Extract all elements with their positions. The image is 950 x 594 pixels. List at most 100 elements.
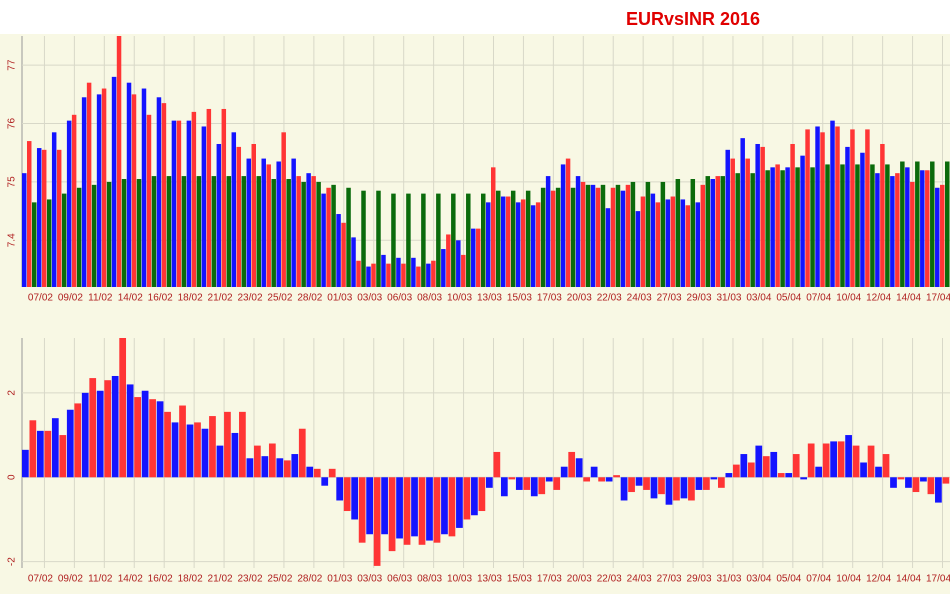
bar — [96, 390, 104, 478]
x-tick-label: 23/02 — [237, 293, 262, 304]
bar — [870, 164, 875, 287]
bar — [358, 477, 366, 543]
x-tick-label: 03/03 — [357, 574, 382, 585]
x-tick-label: 27/03 — [657, 574, 682, 585]
bar — [236, 146, 242, 287]
bar — [291, 158, 296, 287]
bar — [565, 158, 571, 287]
bar — [785, 473, 793, 478]
bar — [321, 193, 326, 287]
bar — [735, 173, 740, 287]
bar — [224, 411, 231, 478]
bar — [730, 158, 735, 287]
bar — [373, 477, 381, 566]
bar — [356, 260, 361, 287]
x-tick-label: 22/03 — [597, 574, 622, 585]
x-tick-label: 08/03 — [417, 293, 442, 304]
bar — [104, 380, 112, 478]
bar — [927, 477, 935, 495]
bar — [166, 176, 172, 287]
bar — [555, 187, 561, 287]
bar — [366, 477, 373, 535]
y-tick-label: -2 — [7, 557, 18, 566]
bar — [540, 187, 546, 287]
bar — [685, 205, 691, 287]
bar — [770, 167, 775, 287]
bar — [239, 411, 246, 478]
bar — [141, 390, 149, 478]
bar — [268, 443, 276, 478]
bar — [456, 240, 461, 287]
bar — [635, 211, 641, 287]
bar — [241, 176, 247, 287]
bar — [530, 205, 536, 287]
x-tick-label: 09/02 — [58, 293, 83, 304]
bar — [416, 266, 421, 287]
bar — [635, 477, 643, 486]
x-tick-label: 11/02 — [88, 574, 113, 585]
bar — [762, 456, 770, 478]
x-tick-label: 31/03 — [716, 293, 741, 304]
bar — [852, 445, 860, 478]
bar — [905, 167, 910, 287]
bar — [396, 257, 401, 287]
bar — [301, 181, 306, 287]
bar — [463, 477, 471, 520]
bar — [658, 477, 665, 495]
bar — [461, 254, 466, 287]
bar — [179, 405, 186, 478]
bar — [476, 228, 481, 287]
bar — [890, 477, 897, 488]
bar — [216, 445, 224, 478]
bar — [486, 477, 493, 488]
x-tick-label: 22/03 — [597, 293, 622, 304]
x-tick-label: 28/02 — [297, 293, 322, 304]
bar — [151, 176, 157, 287]
bar — [376, 190, 381, 287]
bar — [89, 378, 97, 478]
bar — [493, 451, 501, 478]
bar — [515, 477, 523, 490]
bar — [523, 477, 531, 490]
bar — [406, 193, 411, 287]
bar — [750, 173, 755, 287]
bar — [625, 184, 631, 287]
bar — [780, 170, 785, 287]
bar — [26, 141, 32, 287]
x-tick-label: 05/04 — [776, 293, 801, 304]
bar — [231, 432, 239, 478]
bar — [343, 477, 351, 512]
bar — [22, 173, 27, 287]
bar — [915, 161, 920, 287]
bar — [880, 143, 885, 287]
bar — [710, 179, 716, 287]
bar — [126, 384, 134, 478]
bar — [570, 187, 576, 287]
bar — [755, 143, 760, 287]
bar — [446, 234, 451, 287]
y-tick-label: 0 — [7, 474, 18, 480]
x-tick-label: 20/03 — [567, 574, 592, 585]
bar — [660, 181, 666, 287]
bar — [61, 193, 67, 287]
x-tick-label: 10/04 — [836, 293, 861, 304]
bar — [643, 477, 650, 490]
bar — [630, 181, 636, 287]
bar — [216, 143, 222, 287]
bar — [306, 173, 311, 287]
bar — [545, 477, 553, 482]
x-tick-label: 29/03 — [687, 293, 712, 304]
bar — [760, 146, 765, 287]
x-tick-label: 15/03 — [507, 574, 532, 585]
bar — [111, 375, 119, 478]
bar — [411, 477, 418, 537]
bar — [171, 422, 179, 478]
bar — [66, 409, 74, 478]
bar — [598, 477, 605, 482]
bar — [101, 88, 107, 287]
bar — [164, 411, 171, 478]
bar — [897, 477, 905, 480]
bar — [807, 443, 815, 478]
y-tick-label: 2 — [7, 390, 18, 396]
bar — [366, 266, 371, 287]
